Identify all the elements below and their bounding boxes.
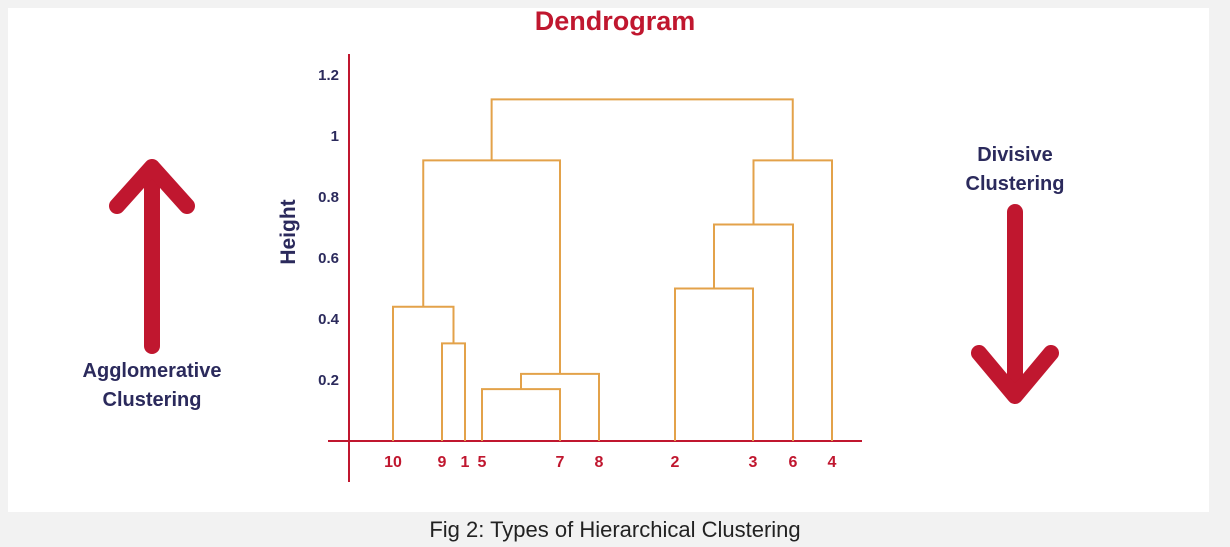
figure-caption: Fig 2: Types of Hierarchical Clustering: [429, 517, 801, 542]
agglomerative-label: Agglomerative Clustering: [52, 357, 252, 415]
y-tick-label: 0.6: [318, 250, 339, 267]
agglomerative-label-line2: Clustering: [102, 389, 202, 411]
y-tick-label: 1: [331, 128, 339, 145]
y-tick-label: 0.4: [318, 311, 340, 328]
leaf-label: 3: [749, 454, 758, 471]
dendrogram-branch: [674, 287, 754, 441]
agglomerative-label-line1: Agglomerative: [82, 360, 222, 382]
leaf-label: 2: [671, 454, 680, 471]
dendrogram-branch: [490, 98, 794, 161]
leaf-label: 6: [789, 454, 798, 471]
leaf-label: 8: [595, 454, 604, 471]
leaf-label: 5: [478, 454, 487, 471]
y-tick-label: 0.8: [318, 189, 339, 206]
y-tick-label: 0.2: [318, 372, 339, 389]
down-arrow-icon: [971, 204, 1059, 404]
up-arrow-icon: [109, 159, 195, 354]
divisive-label: Divisive Clustering: [935, 141, 1095, 199]
divisive-label-line2: Clustering: [965, 173, 1065, 195]
leaf-label: 4: [828, 454, 837, 471]
dendrogram-branch: [422, 159, 561, 374]
leaf-label: 1: [461, 454, 470, 471]
dendrogram-branch: [481, 388, 561, 441]
leaf-label: 9: [438, 454, 447, 471]
leaf-label: 7: [556, 454, 565, 471]
y-axis-label: Height: [277, 199, 300, 265]
chart-title: Dendrogram: [534, 6, 696, 36]
divisive-label-line1: Divisive: [977, 144, 1053, 166]
dendrogram-branch: [392, 305, 455, 441]
dendrogram-branch: [441, 342, 466, 441]
leaf-label: 10: [384, 454, 402, 471]
y-tick-label: 1.2: [318, 67, 339, 84]
